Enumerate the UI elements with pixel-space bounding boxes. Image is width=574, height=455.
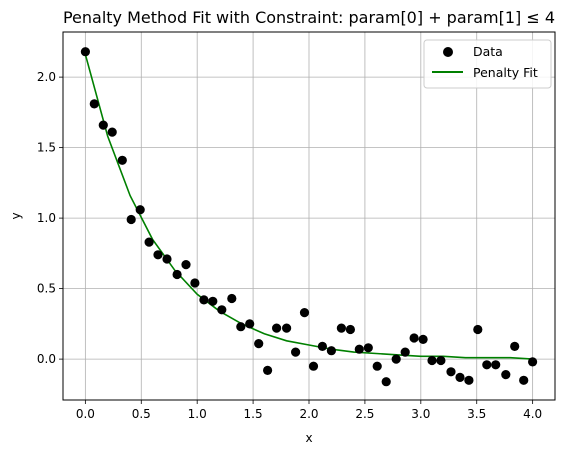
- data-point: [208, 296, 218, 306]
- data-point: [98, 120, 108, 130]
- x-tick-label: 3.0: [411, 407, 430, 421]
- fit-line: [84, 54, 533, 360]
- data-point: [345, 324, 355, 335]
- data-point: [446, 367, 456, 377]
- data-point: [126, 214, 136, 225]
- data-point: [326, 346, 336, 356]
- legend: Data Penalty Fit: [423, 39, 552, 89]
- data-point: [473, 324, 483, 335]
- data-point: [418, 334, 428, 344]
- data-point: [299, 308, 310, 318]
- y-tick-label: 0.5: [37, 282, 56, 296]
- x-tick-label: 2.0: [299, 407, 318, 421]
- x-tick-label: 0.0: [76, 407, 95, 421]
- data-point: [308, 361, 319, 371]
- data-point: [354, 344, 364, 354]
- data-point: [436, 355, 446, 366]
- data-point: [245, 319, 255, 329]
- data-point: [236, 322, 246, 332]
- data-point: [519, 375, 529, 385]
- data-point: [107, 127, 117, 137]
- legend-label-data: Data: [473, 44, 503, 59]
- fit-layer: [84, 54, 533, 360]
- data-point: [464, 375, 474, 385]
- y-tick-label: 0.0: [37, 352, 56, 366]
- axis-ticks: 0.0 0.5 1.0 1.5 2.0 2.5 3.0 3.5 4.0 0.0 0.5 1.0 1.5 2…: [37, 70, 542, 421]
- data-point: [227, 293, 237, 304]
- y-tick-label: 1.0: [37, 211, 56, 225]
- x-tick-label: 4.0: [523, 407, 542, 421]
- data-point: [400, 347, 410, 357]
- data-point: [317, 341, 327, 351]
- data-point: [172, 269, 182, 280]
- x-tick-label: 1.5: [244, 407, 263, 421]
- data-points: [80, 47, 538, 387]
- data-point: [409, 333, 419, 343]
- x-tick-label: 2.5: [355, 407, 374, 421]
- y-tick-label: 2.0: [37, 70, 56, 84]
- x-axis-label: x: [305, 431, 312, 445]
- data-point: [455, 372, 465, 382]
- data-point: [89, 99, 99, 109]
- data-point: [336, 323, 346, 333]
- data-point: [381, 377, 391, 387]
- data-point: [372, 361, 382, 371]
- x-tick-label: 3.5: [467, 407, 486, 421]
- chart-title: Penalty Method Fit with Constraint: para…: [63, 8, 555, 27]
- data-point: [217, 305, 227, 315]
- data-point: [363, 343, 373, 353]
- data-point: [510, 341, 520, 351]
- x-tick-label: 0.5: [132, 407, 151, 421]
- x-tick-label: 1.0: [188, 407, 207, 421]
- data-point: [162, 254, 172, 264]
- data-point: [153, 250, 163, 260]
- data-point: [199, 295, 209, 305]
- legend-box: [423, 39, 552, 89]
- data-point: [263, 365, 273, 375]
- data-point: [482, 360, 492, 370]
- legend-marker-data: [443, 47, 453, 57]
- data-point: [80, 47, 90, 57]
- data-point: [291, 347, 301, 357]
- data-point: [501, 370, 511, 380]
- data-point: [144, 237, 154, 247]
- y-tick-label: 1.5: [37, 141, 56, 155]
- data-point: [181, 260, 191, 270]
- data-point: [427, 355, 437, 366]
- data-point: [254, 339, 264, 349]
- data-point: [528, 357, 538, 367]
- data-point: [135, 205, 145, 215]
- data-point: [282, 323, 292, 333]
- legend-label-fit: Penalty Fit: [473, 65, 538, 80]
- data-point: [491, 360, 501, 370]
- data-point: [190, 278, 200, 288]
- y-axis-label: y: [9, 212, 23, 219]
- data-point: [117, 155, 127, 165]
- data-point: [272, 323, 282, 333]
- data-point: [391, 354, 401, 364]
